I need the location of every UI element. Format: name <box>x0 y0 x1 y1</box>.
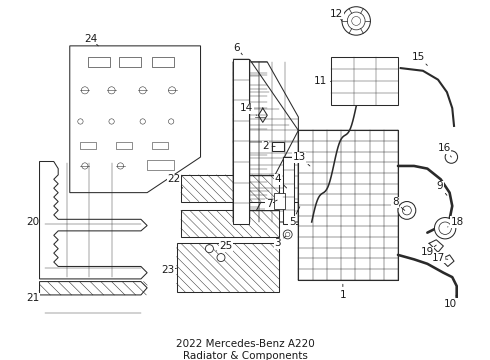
Bar <box>80 142 97 149</box>
Bar <box>176 243 279 292</box>
Circle shape <box>352 17 361 26</box>
Circle shape <box>402 206 411 215</box>
Polygon shape <box>233 62 298 222</box>
Circle shape <box>439 222 451 234</box>
Text: 20: 20 <box>26 217 40 227</box>
Bar <box>88 57 110 67</box>
Circle shape <box>169 119 174 124</box>
Text: 5: 5 <box>289 207 300 227</box>
Text: 25: 25 <box>217 241 233 251</box>
Text: 2: 2 <box>262 141 275 151</box>
Bar <box>331 57 398 105</box>
Bar <box>119 57 141 67</box>
Polygon shape <box>233 62 267 222</box>
Text: 16: 16 <box>438 143 451 157</box>
Text: 15: 15 <box>412 51 427 66</box>
Bar <box>298 130 398 280</box>
Text: 3: 3 <box>274 236 286 248</box>
Circle shape <box>81 87 89 94</box>
Circle shape <box>82 163 88 169</box>
Bar <box>233 59 249 224</box>
Text: 19: 19 <box>421 245 436 257</box>
Text: 9: 9 <box>437 181 447 195</box>
Circle shape <box>169 87 175 94</box>
Text: 6: 6 <box>234 42 243 55</box>
Bar <box>151 142 168 149</box>
Polygon shape <box>40 282 147 295</box>
Text: 12: 12 <box>330 9 343 21</box>
Circle shape <box>286 232 290 237</box>
Bar <box>181 211 279 237</box>
Circle shape <box>139 87 146 94</box>
Text: 17: 17 <box>431 253 448 262</box>
Circle shape <box>109 119 114 124</box>
Bar <box>298 130 398 280</box>
Circle shape <box>108 87 115 94</box>
Polygon shape <box>70 46 200 193</box>
Text: 11: 11 <box>314 76 331 86</box>
Bar <box>283 157 294 224</box>
Text: 1: 1 <box>340 284 346 300</box>
Text: 7: 7 <box>266 199 277 209</box>
Circle shape <box>347 12 365 30</box>
Circle shape <box>445 151 458 163</box>
Circle shape <box>205 245 214 253</box>
Text: 24: 24 <box>84 34 98 46</box>
Circle shape <box>342 7 370 35</box>
Text: 2022 Mercedes-Benz A220
Radiator & Components: 2022 Mercedes-Benz A220 Radiator & Compo… <box>175 339 315 360</box>
Bar <box>181 175 279 202</box>
Polygon shape <box>249 59 298 224</box>
Text: 21: 21 <box>26 291 40 303</box>
Circle shape <box>140 119 146 124</box>
Circle shape <box>435 217 456 239</box>
Text: 14: 14 <box>240 103 257 115</box>
Circle shape <box>78 119 83 124</box>
Text: 13: 13 <box>293 152 310 166</box>
Bar <box>271 142 284 151</box>
Bar <box>151 57 174 67</box>
Polygon shape <box>40 162 147 279</box>
Circle shape <box>283 230 292 239</box>
Text: 22: 22 <box>167 174 183 188</box>
Text: 10: 10 <box>444 295 457 309</box>
Circle shape <box>398 202 416 219</box>
Text: 4: 4 <box>274 174 287 188</box>
Text: 23: 23 <box>161 265 176 275</box>
Circle shape <box>118 163 123 169</box>
Bar <box>274 193 285 209</box>
Bar <box>147 160 174 170</box>
Text: 8: 8 <box>392 197 405 210</box>
Text: 18: 18 <box>448 217 464 227</box>
Circle shape <box>217 253 225 262</box>
Bar <box>116 142 132 149</box>
